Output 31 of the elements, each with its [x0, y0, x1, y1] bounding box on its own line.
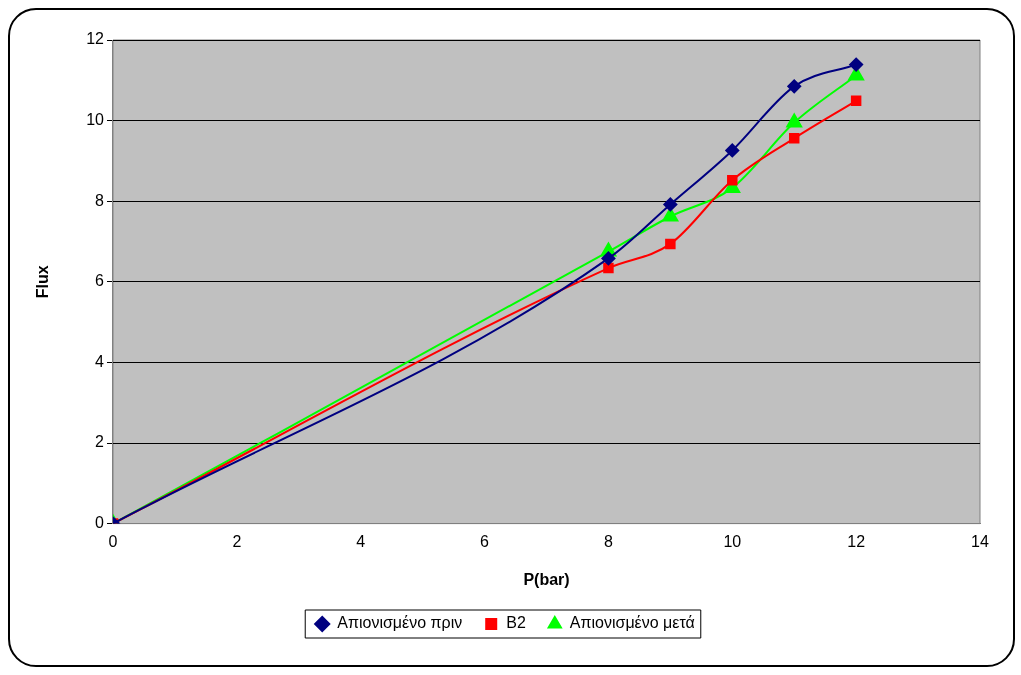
point [725, 143, 740, 158]
x-tick-label: 2 [232, 532, 242, 550]
y-tick-label: 10 [86, 111, 105, 129]
x-tick-label: 10 [723, 532, 742, 550]
y-tick-label: 6 [95, 272, 105, 290]
x-tick-label: 12 [847, 532, 866, 550]
x-axis-title: P(bar) [523, 570, 570, 588]
point [850, 95, 862, 107]
y-tick-label: 2 [95, 433, 105, 451]
y-axis-title: Flux [34, 265, 52, 299]
y-tick-label: 0 [95, 514, 105, 532]
y-tick-label: 12 [86, 30, 105, 48]
point [662, 207, 679, 222]
point [788, 133, 800, 144]
y-tick-label: 4 [95, 352, 105, 370]
legend-label: B2 [506, 614, 526, 632]
point [849, 57, 864, 72]
x-tick-label: 0 [108, 532, 118, 550]
x-tick-label: 8 [603, 532, 613, 550]
point [603, 262, 614, 274]
y-tick-label: 8 [95, 191, 105, 209]
legend-label: Απιονισμένο μετά [569, 614, 695, 632]
point [787, 79, 802, 94]
x-tick-label: 4 [356, 532, 366, 550]
legend-label: Απιονισμένο πριν [337, 614, 463, 632]
point [663, 197, 678, 212]
point [665, 238, 676, 250]
x-tick-label: 14 [971, 532, 989, 550]
x-tick-label: 6 [480, 532, 490, 550]
point [727, 175, 738, 186]
point [601, 251, 616, 266]
